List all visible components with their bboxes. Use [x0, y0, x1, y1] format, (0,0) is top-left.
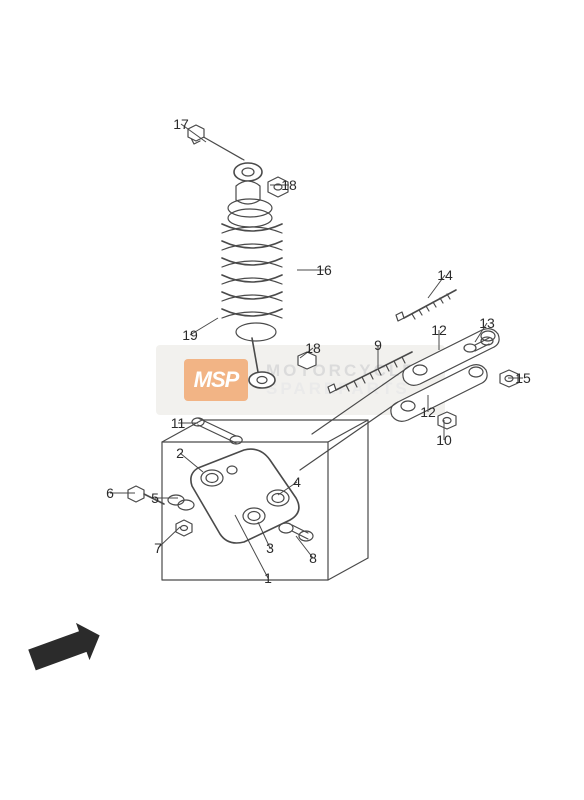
callout-2: 2 — [176, 445, 184, 461]
callout-8: 8 — [309, 550, 317, 566]
callout-14: 14 — [437, 267, 453, 283]
callout-12b: 12 — [420, 404, 436, 420]
callout-13: 13 — [479, 315, 495, 331]
callout-17: 17 — [173, 116, 189, 132]
callout-18b: 18 — [305, 340, 321, 356]
callout-7: 7 — [154, 540, 162, 556]
callout-15: 15 — [515, 370, 531, 386]
callout-18: 18 — [281, 177, 297, 193]
callout-6: 6 — [106, 485, 114, 501]
callout-12: 12 — [431, 322, 447, 338]
callout-11: 11 — [171, 415, 186, 431]
exploded-diagram — [0, 0, 584, 800]
callout-1: 1 — [264, 570, 272, 586]
callout-16: 16 — [316, 262, 332, 278]
callout-10: 10 — [436, 432, 452, 448]
callout-5: 5 — [151, 490, 159, 506]
callout-19: 19 — [182, 327, 198, 343]
callout-4: 4 — [293, 474, 301, 490]
callout-3: 3 — [266, 540, 274, 556]
callout-9: 9 — [374, 337, 382, 353]
